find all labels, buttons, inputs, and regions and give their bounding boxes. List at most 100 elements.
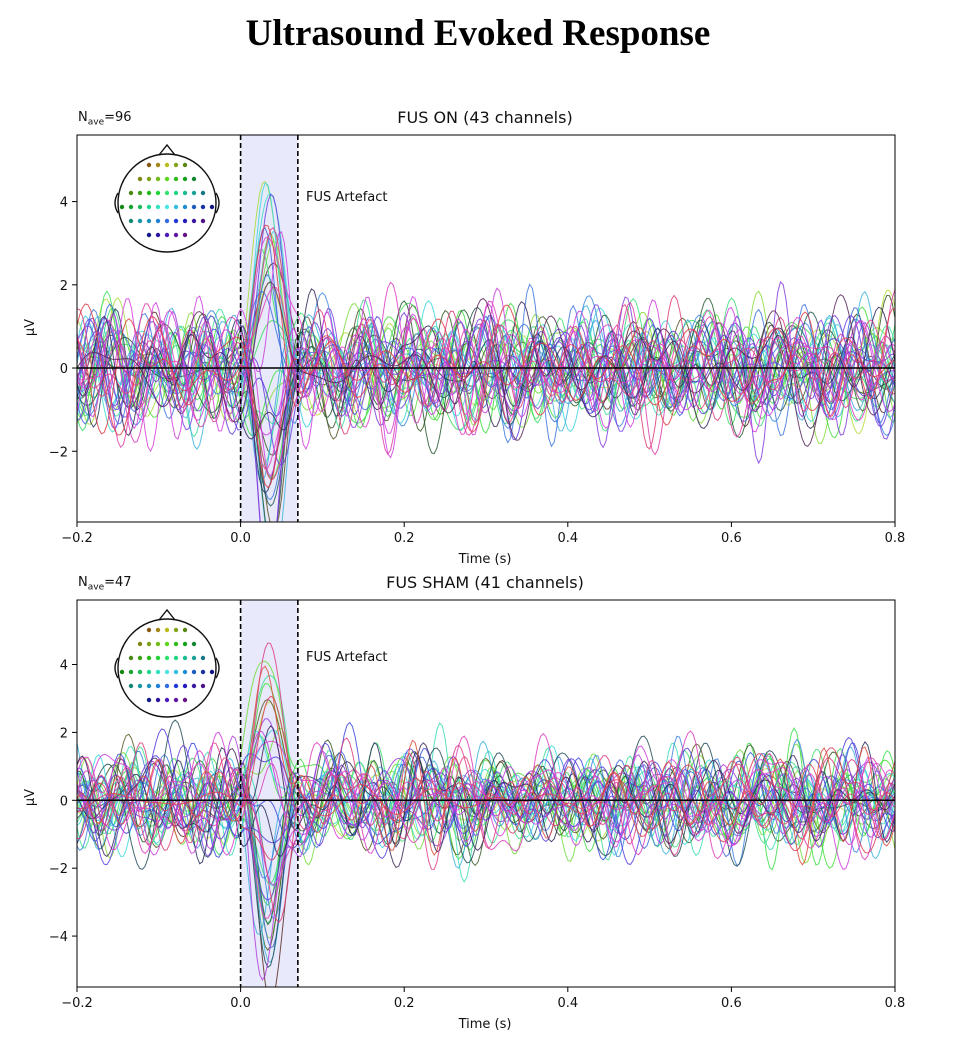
axes-frame (76, 134, 896, 523)
channel-trace (77, 226, 895, 423)
sensor-layout-inset (114, 608, 220, 718)
chart-title: FUS SHAM (41 channels) (386, 573, 584, 592)
sensor-dot (164, 162, 170, 168)
sensor-dot (146, 655, 152, 661)
channel-trace (77, 730, 895, 861)
chart-panel-fus-on: Nave=96 FUS ON (43 channels) FUS Artefac… (23, 108, 906, 567)
sensor-dot (173, 232, 179, 238)
sensor-dot (164, 641, 170, 647)
sensor-dot (137, 218, 143, 224)
channel-trace (77, 739, 895, 952)
sensor-dot (200, 655, 206, 661)
sensor-dot (164, 176, 170, 182)
sensor-dot (137, 190, 143, 196)
y-tick-label: −2 (49, 445, 68, 460)
sensor-dot (191, 669, 197, 675)
y-tick-label: 2 (60, 279, 68, 294)
x-tick-label: 0.6 (721, 996, 742, 1011)
sensor-dot (146, 162, 152, 168)
sensor-dot (146, 176, 152, 182)
sensor-dot (173, 669, 179, 675)
sensor-dot (191, 176, 197, 182)
sensor-dot (173, 697, 179, 703)
traces-group (77, 642, 895, 987)
sensor-dot (173, 641, 179, 647)
sensor-dot (164, 627, 170, 633)
sensor-dot (209, 204, 215, 210)
sensor-dot (173, 162, 179, 168)
sensor-dot (191, 190, 197, 196)
sensor-dot (155, 697, 161, 703)
channel-trace (77, 308, 895, 494)
nose-outline (158, 608, 176, 621)
x-tick-label: 0.2 (394, 531, 415, 546)
sensor-dot (128, 218, 134, 224)
axes-frame (76, 599, 896, 988)
sensor-dot (155, 176, 161, 182)
sensor-dot (155, 641, 161, 647)
sensor-dot (155, 190, 161, 196)
n-ave-label: Nave=47 (78, 575, 132, 593)
sensor-dot (191, 655, 197, 661)
channel-trace (77, 227, 895, 425)
head-outline (117, 618, 217, 718)
channel-trace (77, 236, 895, 443)
sensor-dot (155, 162, 161, 168)
sensor-dot (164, 232, 170, 238)
sensor-dot (209, 669, 215, 675)
sensor-dot (146, 204, 152, 210)
sensor-dot (137, 683, 143, 689)
sensor-dot (146, 218, 152, 224)
x-tick-label: 0.6 (721, 531, 742, 546)
artefact-label: FUS Artefact (306, 190, 388, 205)
channel-trace (77, 308, 895, 489)
sensor-dot (173, 204, 179, 210)
sensor-dot (137, 176, 143, 182)
x-tick-label: 0.8 (885, 531, 906, 546)
sensor-dot (182, 232, 188, 238)
channel-trace (77, 731, 895, 887)
artefact-label: FUS Artefact (306, 650, 388, 665)
y-tick-label: 4 (60, 659, 68, 674)
sensor-dot (164, 204, 170, 210)
chart-title: FUS ON (43 channels) (397, 108, 573, 127)
sensor-dot (182, 655, 188, 661)
sensor-dot (119, 204, 125, 210)
channel-trace (77, 725, 895, 869)
sensor-dot (146, 627, 152, 633)
y-tick-label: −4 (49, 930, 68, 945)
sensor-dot (191, 683, 197, 689)
sensor-dot (155, 204, 161, 210)
left-ear-outline (114, 657, 119, 679)
sensor-dot (191, 641, 197, 647)
sensor-dot (155, 655, 161, 661)
y-tick-label: 4 (60, 196, 68, 211)
channel-trace (77, 288, 895, 440)
sensor-dot (146, 641, 152, 647)
sensor-dot (182, 697, 188, 703)
sensor-layout-inset (114, 143, 220, 253)
channel-trace (77, 737, 895, 924)
sensor-dot (137, 641, 143, 647)
sensor-dot (200, 190, 206, 196)
channel-trace (77, 309, 895, 436)
sensor-dot (164, 697, 170, 703)
sensor-dot (164, 669, 170, 675)
sensor-dot (182, 627, 188, 633)
x-axis-label: Time (s) (458, 552, 512, 567)
sensor-dot (155, 232, 161, 238)
sensor-dot (200, 683, 206, 689)
sensor-dot (128, 190, 134, 196)
x-tick-label: −0.2 (61, 531, 93, 546)
y-tick-label: 2 (60, 726, 68, 741)
sensor-dot (200, 204, 206, 210)
sensor-dot (164, 218, 170, 224)
sensor-dot (200, 218, 206, 224)
sensor-dot (173, 655, 179, 661)
sensor-dot (155, 627, 161, 633)
channel-trace (77, 719, 895, 969)
sensor-dot (173, 627, 179, 633)
sensor-dot (128, 669, 134, 675)
